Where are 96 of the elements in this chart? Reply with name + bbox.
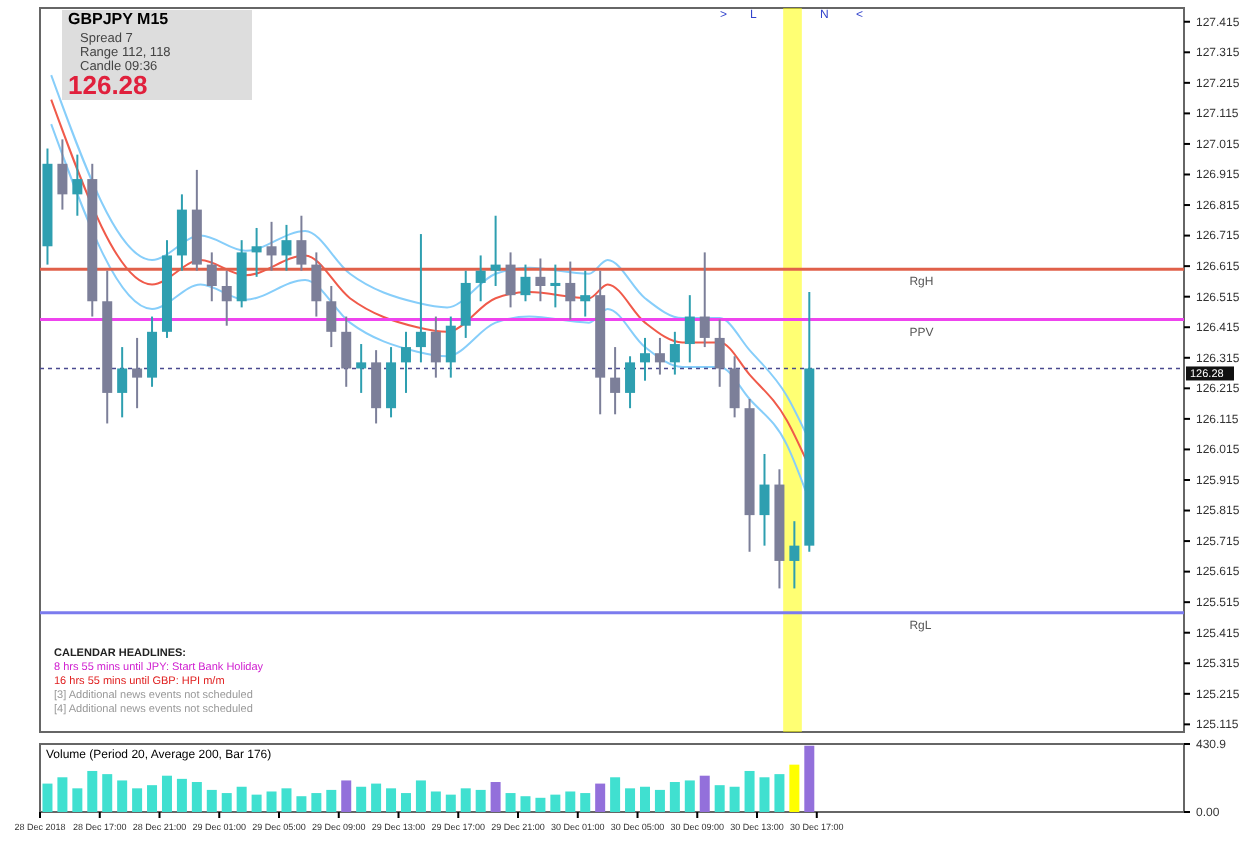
candlestick [430,315,441,379]
bar [206,789,217,812]
bar [296,796,307,812]
bar [565,791,576,812]
bar [684,780,695,812]
annotation: 126.28 [68,70,148,100]
candlestick [520,263,531,303]
bar [311,793,322,812]
candlestick [206,251,217,303]
bar [610,777,621,812]
bar [475,789,486,812]
candlestick [117,346,128,419]
bar [161,775,172,812]
bar [430,791,441,812]
bar [117,780,128,812]
bar [102,774,113,812]
bar [774,774,785,812]
bar [57,777,68,812]
bar [251,794,262,812]
candlestick [356,343,367,394]
bar [535,797,546,812]
bar [356,786,367,812]
candlestick [132,336,143,410]
candlestick [639,336,650,382]
candlestick [610,346,621,416]
candlestick [251,226,262,278]
candlestick [326,284,337,349]
candlestick [311,251,322,318]
bar [460,788,471,812]
candlestick [490,214,501,287]
bar [386,788,397,812]
chart-title: GBPJPY M15 [68,10,170,28]
bar [714,785,725,812]
bar [371,783,382,812]
candlestick [580,269,591,318]
bar [266,791,277,812]
bar [221,793,232,812]
bar [191,782,202,812]
bar [804,745,815,812]
candlestick [72,153,83,217]
candlestick [789,520,800,590]
bar [400,793,411,812]
candlestick [505,251,516,309]
bar [729,786,740,812]
candlestick [281,223,292,272]
candlestick [759,453,770,547]
candlestick [475,254,486,303]
candlestick [460,269,471,339]
candlestick [57,138,68,211]
candlestick [341,315,352,388]
candlestick [669,330,680,376]
candlestick [550,263,561,309]
bar [176,778,187,812]
bar [654,789,665,812]
candlestick [699,251,710,349]
bar [759,777,770,812]
candlestick [445,315,456,379]
candlestick [654,336,665,376]
candlestick [565,260,576,321]
bar [415,780,426,812]
candlestick [296,214,307,272]
candlestick [371,349,382,425]
bar [580,793,591,812]
bar [699,775,710,812]
bar [326,789,337,812]
bar [236,786,247,812]
candlestick [266,220,277,272]
bar [520,796,531,812]
bar [490,782,501,812]
bar [42,783,53,812]
candlestick [684,294,695,364]
candlestick [400,330,411,394]
bar [550,794,561,812]
bar [669,782,680,812]
bar [595,783,606,812]
bar [87,770,98,812]
bar [72,788,83,812]
bar [147,785,158,812]
bar [132,788,143,812]
bar [744,770,755,812]
candlestick [176,193,187,272]
bar [639,786,650,812]
bar [789,764,800,812]
candlestick [147,315,158,388]
candlestick [415,233,426,364]
candlestick [729,355,740,419]
candlestick [221,269,232,327]
candlestick [625,355,636,410]
bar [625,788,636,812]
candlestick [386,346,397,419]
bar [505,793,516,812]
bar [281,788,292,812]
candlestick [535,257,546,303]
bar [445,794,456,812]
bar [341,780,352,812]
candlestick [714,318,725,388]
